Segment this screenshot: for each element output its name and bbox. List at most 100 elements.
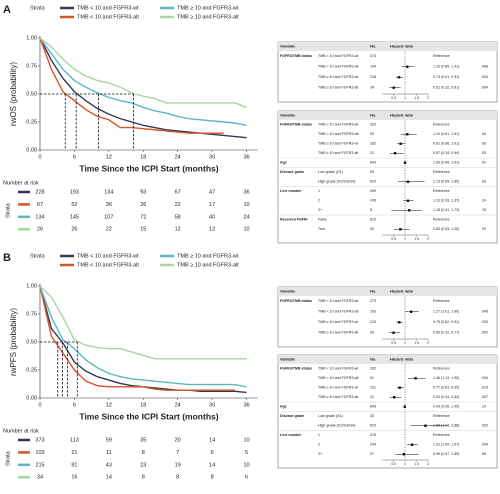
forest-p: .004: [481, 376, 488, 380]
forest-hr-label: 0.77 (0.63, 0.95): [433, 386, 459, 390]
risk-count: 24: [243, 214, 249, 220]
risk-count: 11: [106, 450, 112, 456]
risk-count: 103: [35, 450, 44, 456]
forest-level: Low grade (G1): [318, 414, 343, 418]
forest-hr-label: 0.81 (0.66, 1.01): [433, 142, 459, 146]
risk-count: 6: [245, 475, 248, 481]
risk-table-label: Strata: [5, 202, 11, 218]
x-tick-label: 36: [243, 154, 249, 160]
risk-table-label: Strata: [5, 450, 11, 466]
x-tick-label: 12: [106, 402, 112, 408]
risk-count: 93: [140, 189, 146, 195]
forest-header: [278, 355, 497, 364]
risk-count: 107: [104, 214, 113, 220]
forest-header: [278, 111, 497, 120]
forest-level: TMB < 10 and FGFR3-wt: [318, 299, 358, 303]
forest-tick-label: 1: [404, 237, 406, 241]
forest-p: .29: [481, 227, 486, 231]
forest-hr-label: 0.74 (0.61, 0.91): [433, 75, 459, 79]
forest-hr-label: Reference: [433, 414, 450, 418]
forest-level: TMB < 10 and FGFR3-alt: [318, 376, 358, 380]
legend-label: TMB ≥ 10 and FGFR3-wt: [177, 5, 239, 11]
forest-level: True: [318, 227, 325, 231]
forest-point: [398, 321, 401, 324]
forest-hr-label: 1.10 (0.85, 1.41): [433, 65, 459, 69]
forest-level: TMB < 10 and FGFR3-wt: [318, 367, 358, 371]
forest-n: 93: [370, 132, 374, 136]
forest-p: .24: [481, 199, 486, 203]
x-tick-label: 6: [73, 154, 76, 160]
forest-n: 104: [370, 65, 376, 69]
forest-p: .85: [481, 452, 486, 456]
forest-point: [410, 310, 413, 313]
x-tick-label: 18: [140, 154, 146, 160]
forest-group: Disease grade: [280, 414, 304, 418]
forest-point: [414, 377, 417, 380]
forest-hr-label: 1.46 (1.13, 1.90): [433, 376, 459, 380]
survival-curve: [39, 37, 224, 134]
forest-hr-label: 0.75 (0.62, 0.91): [433, 320, 459, 324]
forest-hr-label: Reference: [433, 299, 450, 303]
y-tick-label: 0.00: [26, 395, 37, 401]
forest-p: .004: [481, 86, 488, 90]
risk-count: 36: [243, 189, 249, 195]
risk-count: 34: [37, 475, 43, 481]
forest-hr-label: 0.53 (0.34, 0.84): [433, 395, 459, 399]
risk-count: 47: [209, 189, 215, 195]
forest-point: [406, 199, 410, 202]
forest-level: 1: [318, 189, 320, 193]
forest-n: 645: [370, 405, 376, 409]
y-tick-label: 0.25: [26, 119, 37, 125]
risk-count: 10: [243, 437, 249, 443]
forest-n: 34: [370, 331, 374, 335]
forest-point: [392, 396, 396, 399]
forest-n: 376: [370, 433, 376, 437]
forest-column-header: Variable: [280, 44, 296, 49]
forest-n: 91: [370, 376, 374, 380]
forest-p: .468: [481, 65, 488, 69]
forest-point: [399, 142, 402, 145]
forest-n: 399: [370, 189, 376, 193]
forest-hr-label: 1.27 (1.01, 1.60): [433, 310, 459, 314]
forest-hr-label: 0.95 (0.57, 1.59): [433, 452, 459, 456]
forest-level: TMB ≥ 10 and FGFR3-alt: [318, 151, 358, 155]
forest-tick-label: 2: [427, 96, 429, 100]
forest-p: .91: [481, 161, 486, 165]
forest-level: TMB ≥ 10 and FGFR3-wt: [318, 386, 358, 390]
forest-point: [406, 65, 409, 68]
forest-group: Line number: [280, 433, 302, 437]
forest-tick-label: 2: [427, 462, 429, 466]
risk-count: 145: [70, 214, 79, 220]
forest-p: .003: [481, 320, 488, 324]
risk-count: 12: [175, 227, 181, 233]
forest-tick-label: 0.5: [391, 341, 396, 345]
forest-p: .015: [481, 386, 488, 390]
risk-count: 8: [142, 475, 145, 481]
forest-n: 323: [370, 123, 376, 127]
risk-count: 19: [175, 462, 181, 468]
forest-point: [406, 133, 409, 136]
forest-tick-label: 1.5: [414, 341, 419, 345]
forest-column-header: Hazard ratio: [390, 113, 414, 118]
forest-n: 31: [370, 395, 374, 399]
forest-level: TMB < 10 and FGFR3-alt: [318, 132, 358, 136]
risk-count: 17: [209, 202, 215, 208]
forest-tick-label: 1.5: [414, 237, 419, 241]
legend-label: TMB ≥ 10 and FGFR3-alt: [177, 14, 239, 20]
x-tick-label: 24: [175, 402, 181, 408]
forest-point: [403, 161, 407, 164]
forest-box: [277, 286, 498, 348]
risk-count: 72: [140, 214, 146, 220]
forest-n: 620: [370, 180, 376, 184]
forest-hr-label: 1.00 (0.99, 1.01): [433, 161, 459, 165]
forest-column-header: Hazard ratio: [390, 357, 414, 362]
x-tick-label: 18: [140, 402, 146, 408]
risk-count: 23: [140, 462, 146, 468]
y-tick-label: 0.75: [26, 311, 37, 317]
forest-level: High grade (G2/G3/G4): [318, 424, 355, 428]
forest-hr-label: 1.10 (0.81, 1.51): [433, 132, 459, 136]
legend-title: Strata: [30, 5, 46, 11]
x-tick-label: 24: [175, 154, 181, 160]
x-tick-label: 30: [209, 154, 215, 160]
survival-curve: [39, 37, 247, 139]
